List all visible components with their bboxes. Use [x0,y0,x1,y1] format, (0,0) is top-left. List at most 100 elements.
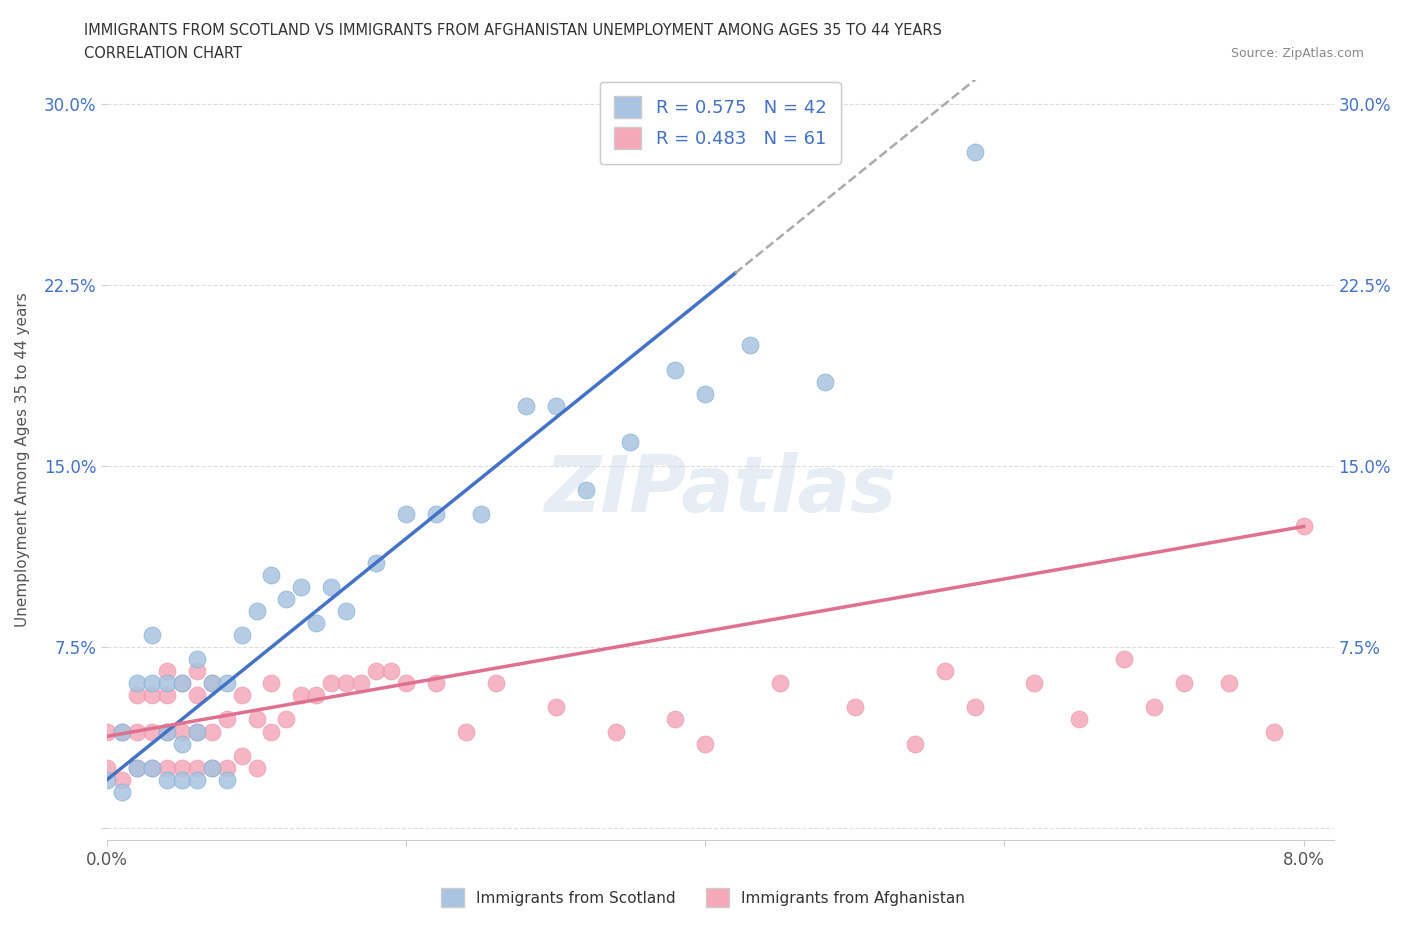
Point [111,784,134,799]
Legend: R = 0.575   N = 42, R = 0.483   N = 61: R = 0.575 N = 42, R = 0.483 N = 61 [599,82,841,164]
Point [125,760,148,775]
Point [1024,676,1046,691]
Point [305,616,328,631]
Point [1114,652,1136,667]
Point [170,772,193,787]
Point [215,676,238,691]
Point [366,555,388,570]
Point [425,676,447,691]
Point [245,712,267,727]
Point [141,760,163,775]
Point [260,676,283,691]
Point [395,507,418,522]
Point [96,772,118,787]
Point [740,338,762,352]
Point [260,724,283,739]
Point [111,724,134,739]
Point [156,760,179,775]
Point [276,712,298,727]
Point [170,737,193,751]
Text: IMMIGRANTS FROM SCOTLAND VS IMMIGRANTS FROM AFGHANISTAN UNEMPLOYMENT AMONG AGES : IMMIGRANTS FROM SCOTLAND VS IMMIGRANTS F… [84,23,942,38]
Point [380,664,402,679]
Point [276,591,298,606]
Point [321,579,343,594]
Point [1069,712,1091,727]
Point [201,676,224,691]
Point [695,386,717,401]
Point [156,772,179,787]
Point [201,760,224,775]
Point [156,664,179,679]
Point [335,676,357,691]
Point [231,628,253,643]
Text: ZIPatlas: ZIPatlas [544,453,897,528]
Point [574,483,596,498]
Point [125,760,148,775]
Point [186,724,208,739]
Point [141,628,163,643]
Point [141,760,163,775]
Point [470,507,492,522]
Point [156,724,179,739]
Point [605,724,627,739]
Point [619,434,641,449]
Point [111,724,134,739]
Point [141,676,163,691]
Point [1143,700,1166,715]
Point [1292,519,1315,534]
Point [201,676,224,691]
Point [170,676,193,691]
Point [454,724,477,739]
Point [245,760,267,775]
Point [215,712,238,727]
Point [186,664,208,679]
Point [934,664,956,679]
Point [156,676,179,691]
Point [1173,676,1195,691]
Point [321,676,343,691]
Point [963,145,986,160]
Point [141,724,163,739]
Y-axis label: Unemployment Among Ages 35 to 44 years: Unemployment Among Ages 35 to 44 years [15,293,30,628]
Text: CORRELATION CHART: CORRELATION CHART [84,46,242,61]
Point [904,737,927,751]
Point [290,579,312,594]
Point [141,688,163,703]
Point [186,652,208,667]
Point [125,676,148,691]
Point [425,507,447,522]
Point [96,760,118,775]
Point [215,760,238,775]
Point [186,760,208,775]
Point [186,772,208,787]
Text: Source: ZipAtlas.com: Source: ZipAtlas.com [1230,46,1364,60]
Point [844,700,866,715]
Point [156,724,179,739]
Point [664,362,686,377]
Point [544,700,567,715]
Point [695,737,717,751]
Point [201,760,224,775]
Point [814,374,837,389]
Point [231,749,253,764]
Point [544,398,567,413]
Point [769,676,792,691]
Point [395,676,418,691]
Point [125,724,148,739]
Point [1218,676,1240,691]
Point [231,688,253,703]
Point [186,688,208,703]
Point [1263,724,1285,739]
Point [156,688,179,703]
Point [305,688,328,703]
Point [335,604,357,618]
Point [245,604,267,618]
Point [111,772,134,787]
Point [515,398,537,413]
Point [485,676,508,691]
Point [215,772,238,787]
Point [170,676,193,691]
Point [125,688,148,703]
Legend: Immigrants from Scotland, Immigrants from Afghanistan: Immigrants from Scotland, Immigrants fro… [434,883,972,913]
Point [186,724,208,739]
